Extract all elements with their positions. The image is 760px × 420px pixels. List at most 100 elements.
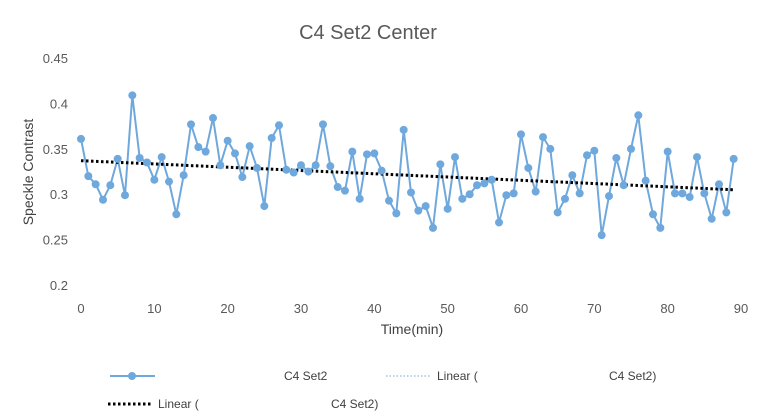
data-point [157, 153, 166, 162]
data-point [216, 161, 225, 170]
data-point [231, 149, 239, 158]
legend-label-trend-heavy: Linear ( [158, 397, 199, 411]
data-point [319, 120, 327, 129]
x-tick-label: 90 [734, 301, 748, 316]
data-point [612, 153, 621, 162]
data-point [458, 194, 467, 203]
data-point [392, 209, 401, 218]
legend-label-trend-light: Linear ( [437, 369, 478, 383]
data-point [634, 111, 643, 120]
legend-label-trend-light-tail: C4 Set2) [609, 369, 656, 383]
data-point [715, 180, 723, 189]
data-point [326, 162, 335, 171]
data-point [297, 161, 305, 170]
data-point [363, 150, 371, 159]
data-point [150, 175, 159, 184]
x-tick-label: 20 [220, 301, 234, 316]
data-point [399, 125, 408, 134]
x-axis-ticks: 0 10 20 30 40 50 60 70 80 90 [77, 301, 748, 316]
data-point [700, 189, 709, 198]
data-point [172, 210, 181, 219]
x-tick-label: 80 [660, 301, 674, 316]
data-point [121, 191, 129, 200]
x-tick-label: 70 [587, 301, 601, 316]
data-point [678, 189, 687, 198]
data-point [436, 160, 445, 169]
data-point [260, 202, 269, 211]
data-point [495, 218, 503, 227]
data-point [91, 180, 100, 189]
data-point [282, 165, 291, 174]
legend: C4 Set2 Linear ( C4 Set2) Linear ( C4 Se… [108, 369, 656, 411]
data-point [201, 147, 210, 156]
data-point [187, 120, 195, 129]
data-point [722, 208, 731, 217]
data-point [370, 149, 379, 158]
data-point [333, 183, 342, 192]
data-point [275, 121, 283, 130]
x-axis-label: Time(min) [381, 321, 443, 337]
data-point [429, 223, 437, 232]
data-point [473, 181, 481, 190]
data-point [341, 186, 349, 195]
x-tick-label: 40 [367, 301, 381, 316]
y-axis-label: Speckle Contrast [20, 119, 36, 226]
data-point [106, 181, 115, 190]
data-point [377, 166, 386, 175]
data-point [223, 136, 232, 145]
data-point [656, 223, 665, 232]
y-axis-ticks: 0.2 0.25 0.3 0.35 0.4 0.45 [43, 51, 68, 293]
data-point [707, 214, 716, 223]
y-tick-label: 0.25 [43, 233, 68, 248]
data-point [128, 91, 137, 100]
data-point [517, 130, 525, 139]
data-point [480, 179, 489, 188]
data-point [311, 161, 320, 170]
data-point [502, 191, 511, 200]
y-tick-label: 0.35 [43, 142, 68, 157]
data-point [99, 195, 107, 204]
data-point [443, 204, 452, 213]
x-tick-label: 10 [147, 301, 161, 316]
x-tick-label: 0 [77, 301, 84, 316]
data-point [649, 210, 657, 219]
data-point [113, 154, 122, 163]
plot-area [77, 91, 738, 240]
data-point [209, 114, 217, 123]
data-point [414, 206, 423, 215]
data-point [385, 196, 393, 205]
trendline [80, 159, 734, 192]
y-tick-label: 0.4 [50, 96, 68, 111]
data-point [451, 153, 459, 162]
series-line [80, 94, 735, 237]
y-tick-label: 0.3 [50, 187, 68, 202]
data-point [619, 181, 628, 190]
chart-title: C4 Set2 Center [299, 22, 437, 44]
data-point [355, 194, 364, 203]
data-point [135, 153, 144, 162]
data-point [539, 133, 547, 142]
data-point [583, 151, 591, 160]
data-point [304, 167, 313, 176]
data-point [597, 231, 606, 240]
data-point [561, 194, 569, 203]
data-point [641, 176, 650, 185]
data-point [671, 189, 679, 198]
data-point [245, 142, 254, 151]
data-point [143, 158, 151, 167]
data-point [575, 189, 584, 198]
data-point [729, 154, 738, 163]
legend-swatch-marker [128, 372, 136, 380]
x-tick-label: 30 [294, 301, 308, 316]
data-point [663, 147, 672, 156]
data-point [553, 208, 562, 217]
data-point [289, 168, 298, 177]
data-point [238, 173, 247, 182]
y-tick-label: 0.45 [43, 51, 68, 66]
y-tick-label: 0.2 [50, 278, 68, 293]
data-point [465, 190, 474, 199]
data-point [194, 143, 203, 152]
data-point [693, 153, 701, 162]
data-point [568, 171, 577, 180]
